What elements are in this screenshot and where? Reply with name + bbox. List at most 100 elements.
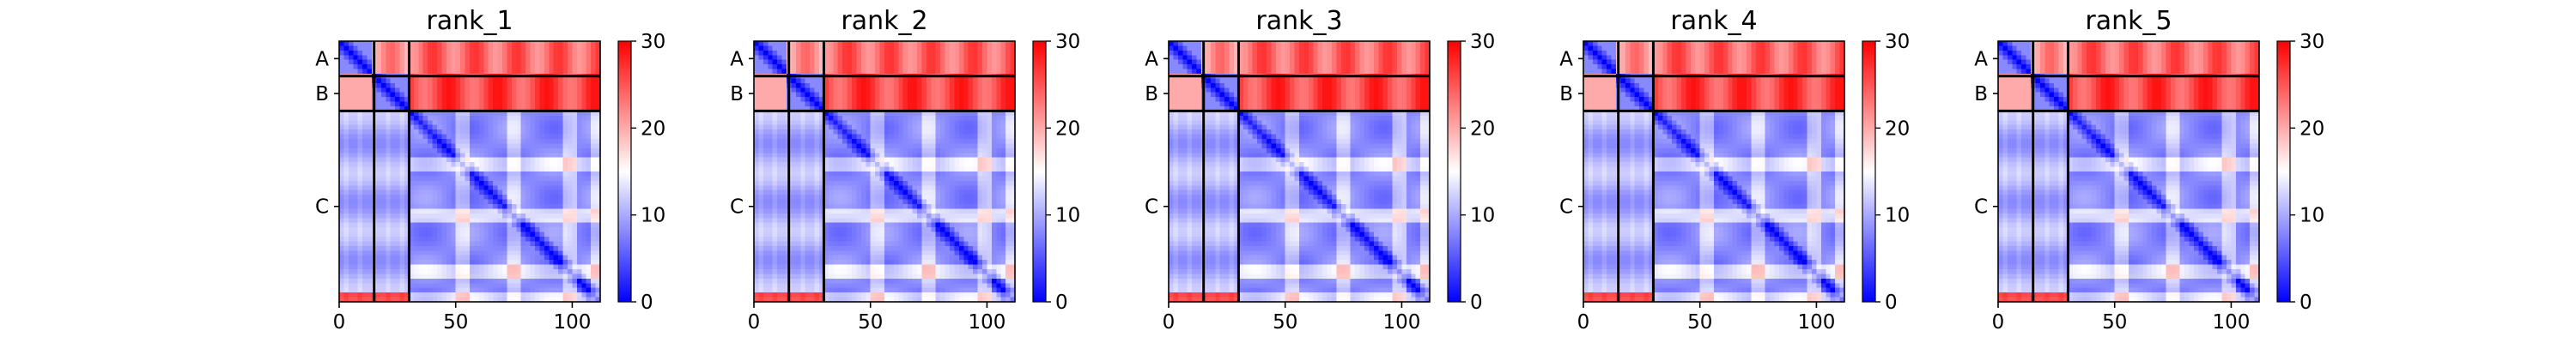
heatmap-cell xyxy=(945,69,951,75)
heatmap-cell xyxy=(889,185,895,191)
heatmap-cell xyxy=(553,45,559,51)
heatmap-cell xyxy=(568,255,574,261)
heatmap-cell xyxy=(502,204,508,210)
heatmap-cell xyxy=(889,134,895,140)
heatmap-cell xyxy=(977,139,983,145)
heatmap-cell xyxy=(814,82,820,88)
heatmap-cell xyxy=(535,199,541,205)
heatmap-cell xyxy=(409,283,415,289)
heatmap-cell xyxy=(367,45,373,51)
heatmap-cell xyxy=(958,97,964,103)
heatmap-cell xyxy=(516,129,522,135)
heatmap-cell xyxy=(478,195,484,201)
heatmap-cell xyxy=(768,124,774,130)
heatmap-cell xyxy=(926,111,932,117)
heatmap-cell xyxy=(572,101,578,107)
heatmap-cell xyxy=(931,190,937,196)
heatmap-cell xyxy=(987,92,993,98)
x-tick-label: 100 xyxy=(553,311,591,334)
heatmap-cell xyxy=(395,195,401,201)
heatmap-cell xyxy=(591,195,597,201)
heatmap-cell xyxy=(917,64,923,70)
heatmap-cell xyxy=(386,69,392,75)
heatmap-cell xyxy=(940,41,946,47)
heatmap-cell xyxy=(791,120,797,126)
heatmap-cell xyxy=(758,55,764,61)
heatmap-cell xyxy=(428,124,434,130)
heatmap-cell xyxy=(483,134,489,140)
heatmap-cell xyxy=(530,87,536,93)
heatmap-cell xyxy=(576,172,582,178)
heatmap-cell xyxy=(409,45,415,51)
heatmap-cell xyxy=(511,274,517,280)
heatmap-cell xyxy=(879,143,885,149)
heatmap-cell xyxy=(437,115,443,121)
heatmap-cell xyxy=(591,45,597,51)
heatmap-cell xyxy=(539,255,545,261)
heatmap-cell xyxy=(553,143,559,149)
heatmap-cell xyxy=(875,134,881,140)
heatmap-cell xyxy=(502,87,508,93)
heatmap-cell xyxy=(963,139,969,145)
heatmap-cell xyxy=(455,232,461,238)
heatmap-cell xyxy=(795,139,801,145)
heatmap-cell xyxy=(399,232,405,238)
heatmap-cell xyxy=(478,45,484,51)
heatmap-cell xyxy=(516,139,522,145)
heatmap-cell xyxy=(376,195,382,201)
heatmap-cell xyxy=(870,139,876,145)
heatmap-cell xyxy=(544,292,550,298)
heatmap-cell xyxy=(380,213,386,219)
heatmap-cell xyxy=(572,283,578,289)
heatmap-cell xyxy=(544,111,550,117)
heatmap-cell xyxy=(926,115,932,121)
heatmap-cell xyxy=(428,269,434,275)
heatmap-cell xyxy=(586,185,592,191)
heatmap-cell xyxy=(520,124,526,130)
heatmap-cell xyxy=(409,232,415,238)
heatmap-cell xyxy=(758,157,764,163)
heatmap-cell xyxy=(553,264,559,270)
heatmap-cell xyxy=(814,157,820,163)
heatmap-cell xyxy=(399,139,405,145)
heatmap-cell xyxy=(357,124,363,130)
heatmap-cell xyxy=(339,172,345,178)
heatmap-cell xyxy=(940,82,946,88)
heatmap-cell xyxy=(912,176,918,182)
heatmap-cell xyxy=(526,260,532,266)
heatmap-cell xyxy=(902,45,908,51)
heatmap-cell xyxy=(343,232,349,238)
heatmap-cell xyxy=(343,64,349,70)
heatmap-cell xyxy=(539,185,545,191)
heatmap-cell xyxy=(470,190,476,196)
heatmap-cell xyxy=(568,111,574,117)
heatmap-cell xyxy=(367,55,373,61)
heatmap-cell xyxy=(535,166,541,172)
heatmap-cell xyxy=(432,162,438,168)
heatmap-cell xyxy=(572,199,578,205)
heatmap-cell xyxy=(502,101,508,107)
heatmap-cell xyxy=(973,55,979,61)
heatmap-cell xyxy=(432,129,438,135)
heatmap-cell xyxy=(889,153,895,159)
heatmap-cell xyxy=(810,78,816,84)
heatmap-cell xyxy=(852,134,858,140)
heatmap-cell xyxy=(483,157,489,163)
heatmap-cell xyxy=(446,166,452,172)
heatmap-cell xyxy=(516,204,522,210)
heatmap-cell xyxy=(870,190,876,196)
heatmap-cell xyxy=(908,120,914,126)
heatmap-cell xyxy=(860,50,866,56)
heatmap-cell xyxy=(516,41,522,47)
heatmap-cell xyxy=(380,69,386,75)
heatmap-cell xyxy=(558,59,564,65)
heatmap-cell xyxy=(852,180,858,186)
heatmap-cell xyxy=(768,69,774,75)
heatmap-cell xyxy=(530,292,536,298)
heatmap-cell xyxy=(912,139,918,145)
heatmap-cell xyxy=(958,120,964,126)
heatmap-cell xyxy=(362,143,368,149)
heatmap-cell xyxy=(441,297,447,303)
heatmap-cell xyxy=(474,245,480,251)
heatmap-cell xyxy=(441,287,447,293)
